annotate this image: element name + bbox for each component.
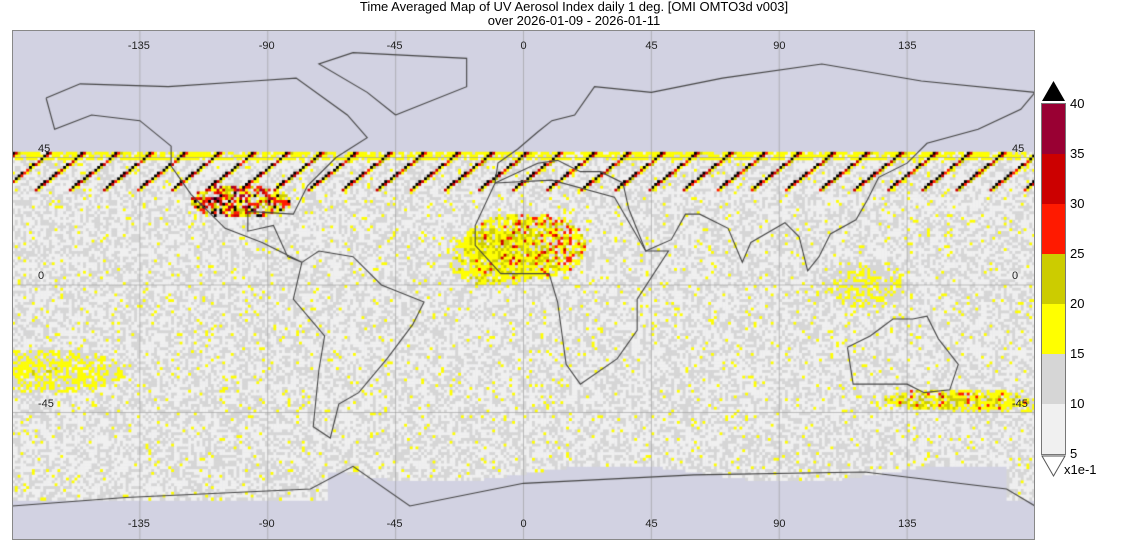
colorbar-tick-label: 35 xyxy=(1070,146,1085,161)
colorbar-tick-label: 30 xyxy=(1070,196,1085,211)
graticule-label: 45 xyxy=(645,518,658,530)
colorbar-over-triangle xyxy=(1042,81,1065,101)
graticule-label: 0 xyxy=(38,270,45,282)
graticule-label: 45 xyxy=(38,142,51,155)
graticule-label: 45 xyxy=(1012,142,1025,155)
colorbar-bin xyxy=(1042,204,1065,254)
graticule-label: 90 xyxy=(773,518,786,530)
colorbar-tick-label: 5 xyxy=(1070,446,1078,461)
colorbar-bin xyxy=(1042,304,1065,354)
colorbar-tick-label: 10 xyxy=(1070,396,1085,411)
colorbar-tick-label: 20 xyxy=(1070,296,1085,311)
colorbar-under-triangle xyxy=(1041,455,1066,477)
graticule-label: 0 xyxy=(1012,270,1019,282)
map-subtitle: over 2026-01-09 - 2026-01-11 xyxy=(487,13,661,28)
graticule-label: -135 xyxy=(127,40,150,52)
graticule-label: 90 xyxy=(773,40,786,52)
map-title: Time Averaged Map of UV Aerosol Index da… xyxy=(359,0,789,14)
colorbar-bin xyxy=(1042,104,1065,154)
colorbar-bin xyxy=(1042,154,1065,204)
graticule-label: -135 xyxy=(127,518,150,530)
graticule-label: 135 xyxy=(898,518,917,530)
graticule-label: -90 xyxy=(258,518,275,530)
colorbar-unit: x1e-1 xyxy=(1064,462,1097,477)
graticule-label: -45 xyxy=(1012,397,1028,410)
colorbar-bin xyxy=(1042,404,1065,454)
graticule-label: 0 xyxy=(520,40,527,52)
colorbar-bin xyxy=(1042,254,1065,304)
graticule-label: 45 xyxy=(645,40,658,52)
colorbar-tick-label: 15 xyxy=(1070,346,1085,361)
colorbar-bar xyxy=(1041,103,1066,455)
colorbar-tick-label: 40 xyxy=(1070,96,1085,111)
colorbar-bin xyxy=(1042,354,1065,404)
graticule-label: 135 xyxy=(898,40,917,52)
graticule-label: -45 xyxy=(386,518,403,530)
aerosol-index-map xyxy=(12,30,1035,540)
graticule-label: -90 xyxy=(258,40,275,52)
graticule-label: 0 xyxy=(520,518,527,530)
graticule-label: -45 xyxy=(386,40,403,52)
graticule-label: -45 xyxy=(38,397,54,410)
colorbar-tick-label: 25 xyxy=(1070,246,1085,261)
